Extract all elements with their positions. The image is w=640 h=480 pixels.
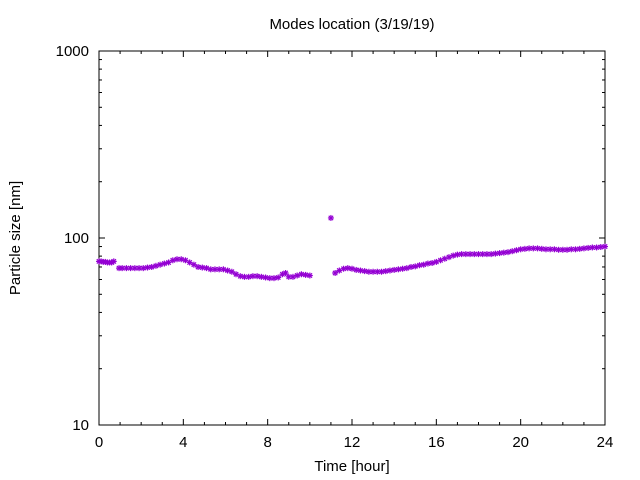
data-point [289,273,296,280]
data-point [306,272,313,279]
x-tick-label: 16 [428,434,445,451]
data-point [336,267,343,274]
data-point [496,250,503,257]
data-point [211,266,218,273]
data-point [378,268,385,275]
data-point [382,268,389,275]
data-point [429,260,436,267]
x-tick-label: 0 [95,434,103,451]
data-point [509,248,516,255]
y-axis: 10 100 1000 [56,43,605,434]
data-point [169,257,176,264]
data-point [327,214,334,221]
plot-area [98,50,606,426]
data-point [403,265,410,272]
chart-title: Modes location (3/19/19) [269,16,434,33]
data-point [450,252,457,259]
data-point [399,265,406,272]
data-point [602,243,608,250]
data-point [298,271,305,278]
x-tick-label: 4 [179,434,187,451]
data-point [174,256,181,263]
data-point [505,249,512,256]
y-tick-label: 10 [72,417,89,434]
data-point [245,273,252,280]
data-point [357,267,364,274]
data-point [190,261,197,268]
data-point [513,247,520,254]
data-series [96,214,608,282]
data-point [424,260,431,267]
data-point [258,273,265,280]
data-point [110,258,117,265]
data-point [237,273,244,280]
data-point [182,257,189,264]
data-point [220,266,227,273]
data-point [203,265,210,272]
x-axis: 0 4 8 12 16 20 24 [95,51,614,451]
x-tick-label: 12 [344,434,361,451]
plot-frame [98,50,606,426]
y-axis-label: Particle size [nm] [7,181,24,295]
data-point [178,256,185,263]
data-point [302,271,309,278]
x-axis-label: Time [hour] [314,458,389,475]
y-tick-label: 100 [64,230,89,247]
data-point [270,275,277,282]
data-point [530,245,537,252]
data-point [148,263,155,270]
data-point [275,274,282,281]
data-point [483,251,490,258]
data-point [254,273,261,280]
data-point [420,261,427,268]
data-point [123,265,130,272]
data-point [386,267,393,274]
data-point [395,266,402,273]
data-point [186,259,193,266]
data-point [224,267,231,274]
data-point [349,265,355,272]
data-point [262,274,269,281]
data-point [332,269,339,276]
data-point [593,244,600,251]
data-point [467,251,474,258]
data-point [228,268,235,275]
x-tick-label: 8 [263,434,271,451]
data-point [412,263,419,270]
x-tick-label: 20 [512,434,529,451]
data-point [589,244,596,251]
x-tick-label: 24 [597,434,614,451]
data-point [580,245,587,252]
data-point [475,251,482,258]
data-point [157,261,164,268]
data-point [445,254,452,261]
data-point [152,262,159,269]
data-point [361,268,368,275]
data-point [161,260,168,267]
y-tick-label: 1000 [56,43,89,60]
data-point [353,266,360,273]
